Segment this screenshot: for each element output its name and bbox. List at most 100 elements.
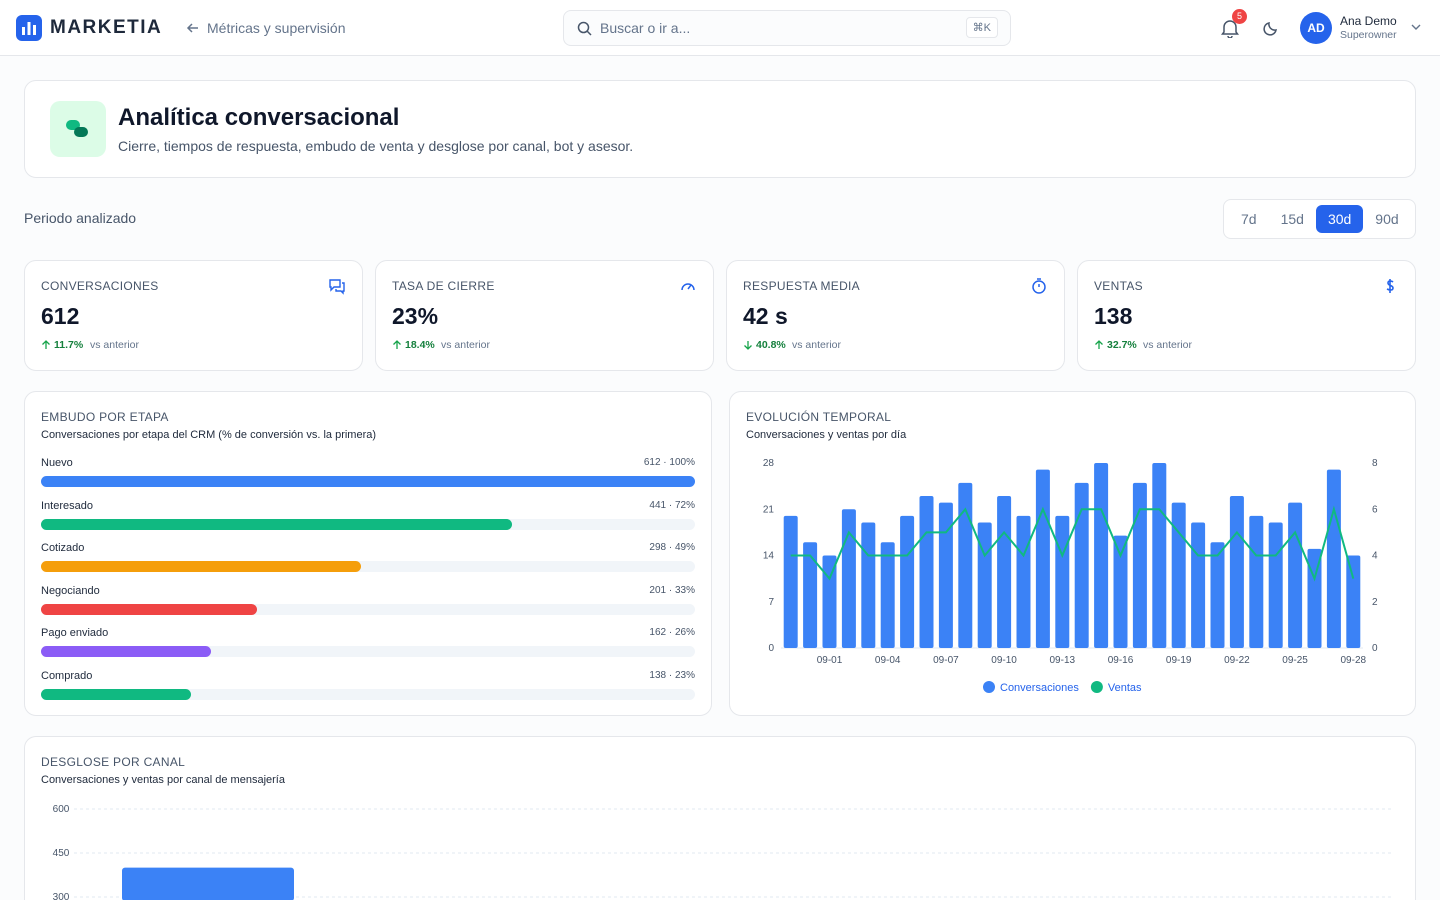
bar — [1035, 469, 1050, 648]
bar — [803, 542, 818, 648]
top-bar: MARKETIA Métricas y supervisión Buscar o… — [0, 0, 1440, 56]
bar — [938, 502, 953, 648]
bar — [997, 496, 1012, 648]
stage-bar — [41, 603, 257, 615]
user-name: Ana Demo — [1340, 14, 1397, 28]
bar — [1249, 515, 1264, 648]
kpi-icon — [1032, 278, 1046, 294]
y2-tick-label: 0 — [1372, 643, 1378, 654]
legend-label: Ventas — [1108, 682, 1142, 694]
notification-badge: 5 — [1232, 9, 1247, 24]
period-option[interactable]: 15d — [1280, 211, 1304, 227]
bar — [1094, 463, 1109, 648]
stage-label: 201 · 33% — [649, 584, 695, 596]
period-label: Periodo analizado — [24, 210, 137, 226]
search-placeholder: Buscar o ir a... — [600, 20, 691, 36]
back-link[interactable]: Métricas y supervisión — [207, 20, 346, 36]
avatar[interactable]: AD — [1300, 12, 1332, 44]
legend-label: Conversaciones — [1000, 682, 1079, 694]
line — [790, 505, 1355, 582]
back-icon[interactable] — [186, 21, 200, 35]
kpi-delta-note: vs anterior — [792, 339, 842, 351]
bar — [1326, 469, 1341, 648]
search-box[interactable]: Buscar o ir a... ⌘K — [563, 10, 1011, 46]
kpi-delta: 11.7% — [54, 339, 84, 351]
kpi-value: 23% — [392, 303, 439, 329]
stage-label: 441 · 72% — [649, 499, 695, 511]
kpi-delta-note: vs anterior — [1143, 339, 1193, 351]
bar — [919, 496, 934, 648]
theme-icon[interactable] — [1262, 19, 1280, 37]
x-tick-label: 09-25 — [1282, 655, 1308, 666]
y-tick-label: 0 — [768, 643, 774, 654]
stage-label: 612 · 100% — [643, 457, 695, 468]
bar — [1152, 463, 1167, 648]
x-tick-label: 09-22 — [1224, 655, 1250, 666]
bar — [1055, 515, 1070, 648]
stage-bar — [41, 561, 362, 573]
y-tick-label: 450 — [53, 848, 70, 859]
page-subtitle: Cierre, tiempos de respuesta, embudo de … — [118, 138, 634, 154]
chevron[interactable] — [1411, 23, 1421, 31]
channel-chart: 600 450 300 — [53, 804, 1391, 900]
bar — [1113, 535, 1128, 648]
legend-swatch — [1090, 681, 1103, 693]
user-role: Superowner — [1340, 29, 1397, 41]
kpi-card: TASA DE CIERRE 23% 18.4% vs anterior — [375, 260, 714, 371]
x-tick-label: 09-07 — [933, 655, 959, 666]
bar — [1229, 496, 1244, 648]
chart-subtitle: Conversaciones y ventas por canal de men… — [41, 774, 285, 786]
kpi-card: RESPUESTA MEDIA 42 s 40.8% vs anterior — [726, 260, 1065, 371]
hero-card: Analítica conversacional Cierre, tiempos… — [24, 80, 1416, 178]
bar — [1132, 482, 1147, 648]
bar — [861, 522, 876, 648]
bar — [1074, 482, 1089, 648]
y2-tick-label: 2 — [1372, 597, 1378, 608]
y2-tick-label: 8 — [1372, 458, 1378, 469]
stage-name: Nuevo — [41, 457, 73, 469]
y-tick-label: 28 — [763, 458, 775, 469]
kpi-delta: 40.8% — [756, 339, 786, 351]
logo-icon — [16, 15, 42, 41]
y-tick-label: 21 — [763, 504, 775, 515]
trend-arrow — [42, 340, 50, 349]
brand: MARKETIA — [50, 17, 163, 38]
bar — [900, 515, 915, 648]
kpi-delta: 32.7% — [1107, 339, 1137, 351]
bar — [1307, 548, 1322, 648]
stage-name: Interesado — [41, 499, 93, 512]
y-tick-label: 300 — [53, 892, 70, 900]
kpi-label: CONVERSACIONES — [41, 279, 159, 293]
x-tick-label: 09-13 — [1050, 655, 1076, 666]
kpi-card: VENTAS 138 32.7% vs anterior — [1077, 260, 1416, 371]
kpi-delta-note: vs anterior — [90, 339, 140, 351]
bar — [822, 555, 837, 648]
stage-bar — [41, 476, 695, 487]
funnel-subtitle: Conversaciones por etapa del CRM (% de c… — [41, 429, 377, 441]
y-tick-label: 7 — [768, 597, 774, 608]
bell-icon[interactable] — [1220, 18, 1240, 38]
y-tick-label: 600 — [53, 804, 70, 815]
trend-arrow — [1095, 340, 1103, 349]
stage-name: Negociando — [41, 584, 100, 597]
x-tick-label: 09-16 — [1108, 655, 1134, 666]
channel-card: DESGLOSE POR CANAL Conversaciones y vent… — [24, 736, 1416, 900]
bar — [1210, 542, 1225, 648]
bar — [1268, 522, 1283, 648]
stage-name: Comprado — [41, 670, 93, 682]
y2-tick-label: 4 — [1372, 551, 1378, 562]
chart-title: DESGLOSE POR CANAL — [41, 755, 186, 769]
y2-tick-label: 6 — [1372, 504, 1378, 515]
stage-track — [41, 689, 695, 700]
period-option[interactable]: 90d — [1375, 211, 1399, 227]
stage-track — [41, 561, 695, 573]
period-option[interactable]: 7d — [1241, 211, 1257, 227]
period-option[interactable]: 30d — [1315, 205, 1364, 233]
evolution-chart: 0 7 14 21 28 0 2 4 6 8 09-01 09-04 09-07 09-10 09-13 09… — [763, 458, 1378, 694]
kpi-icon — [329, 279, 345, 295]
stage-bar — [41, 518, 512, 530]
shortcut: ⌘K — [965, 17, 998, 38]
bar — [1288, 502, 1303, 648]
